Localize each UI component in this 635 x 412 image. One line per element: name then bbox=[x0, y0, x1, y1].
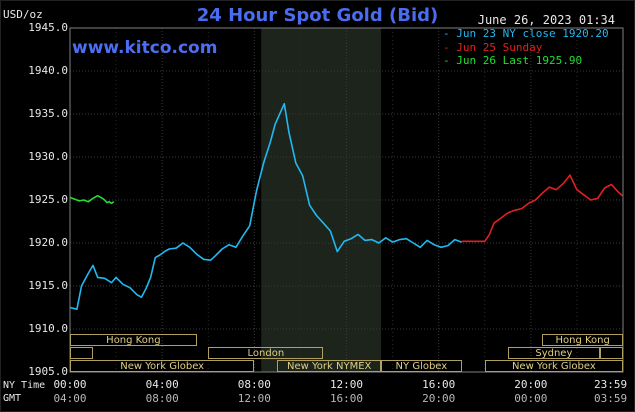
legend-item-ny-close: - Jun 23 NY close 1920.20 bbox=[443, 27, 609, 40]
x-tick-gmt: 12:00 bbox=[237, 392, 271, 405]
ny-time-label: NY Time bbox=[3, 380, 46, 391]
x-tick-ny: 04:00 bbox=[145, 378, 179, 391]
y-axis-unit: USD/oz bbox=[3, 8, 43, 21]
y-tick-label: 1910.0 bbox=[28, 322, 68, 335]
gmt-label: GMT bbox=[3, 393, 22, 404]
session-bar: New York Globex bbox=[70, 360, 255, 372]
y-tick-label: 1930.0 bbox=[28, 150, 68, 163]
session-bar: London bbox=[208, 347, 324, 359]
session-bar: Hong Kong bbox=[70, 334, 197, 346]
plot-border bbox=[69, 27, 624, 373]
y-tick-label: 1945.0 bbox=[28, 21, 68, 34]
y-tick-label: 1915.0 bbox=[28, 279, 68, 292]
x-tick-gmt: 08:00 bbox=[145, 392, 179, 405]
x-tick-ny: 16:00 bbox=[422, 378, 456, 391]
y-tick-label: 1905.0 bbox=[28, 365, 68, 378]
nymex-shade bbox=[261, 28, 382, 372]
x-tick-ny: 08:00 bbox=[237, 378, 271, 391]
session-bar: New York Globex bbox=[484, 360, 623, 372]
x-tick-ny: 00:00 bbox=[53, 378, 87, 391]
x-tick-gmt: 03:59 bbox=[593, 392, 628, 405]
session-bar bbox=[599, 347, 623, 359]
x-tick-gmt: 00:00 bbox=[514, 392, 548, 405]
session-bar: Hong Kong bbox=[542, 334, 623, 346]
x-tick-gmt: 04:00 bbox=[53, 392, 87, 405]
legend: - Jun 23 NY close 1920.20 - Jun 25 Sunda… bbox=[443, 27, 609, 68]
y-tick-label: 1940.0 bbox=[28, 64, 68, 77]
legend-item-sunday: - Jun 25 Sunday bbox=[443, 40, 543, 54]
series-ny-close bbox=[69, 102, 462, 311]
y-tick-label: 1925.0 bbox=[28, 193, 68, 206]
series-sunday bbox=[461, 174, 624, 243]
session-bar: New York NYMEX bbox=[277, 360, 382, 372]
y-tick-label: 1920.0 bbox=[28, 236, 68, 249]
x-tick-ny: 23:59 bbox=[593, 378, 628, 391]
legend-item-last: - Jun 26 Last 1925.90 bbox=[443, 54, 583, 67]
x-tick-ny: 20:00 bbox=[514, 378, 548, 391]
session-bar: Sydney bbox=[507, 347, 600, 359]
series-last bbox=[69, 194, 115, 205]
chart-title: 24 Hour Spot Gold (Bid) bbox=[196, 5, 439, 26]
x-tick-gmt: 20:00 bbox=[422, 392, 456, 405]
session-bar: NY Globex bbox=[381, 360, 462, 372]
x-tick-gmt: 16:00 bbox=[329, 392, 364, 405]
session-bar bbox=[70, 347, 94, 359]
y-tick-label: 1935.0 bbox=[28, 107, 68, 120]
chart-timestamp: June 26, 2023 01:34 bbox=[477, 13, 615, 27]
site-watermark: www.kitco.com bbox=[72, 38, 218, 58]
x-tick-ny: 12:00 bbox=[329, 378, 364, 391]
